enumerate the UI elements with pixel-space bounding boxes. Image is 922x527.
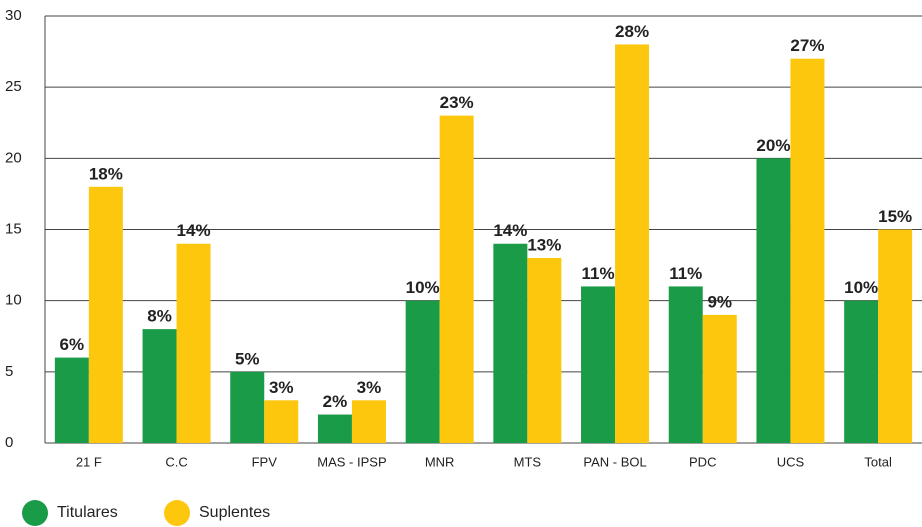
value-label: 5% (235, 349, 260, 368)
value-label: 18% (89, 164, 123, 183)
bar (230, 371, 265, 443)
value-label: 2% (323, 392, 348, 411)
value-label: 28% (615, 22, 649, 41)
value-label: 20% (756, 136, 790, 155)
bar (54, 357, 89, 443)
bar (264, 400, 299, 443)
bar (405, 300, 440, 443)
x-tick-label: FPV (252, 454, 278, 469)
value-label: 3% (269, 378, 294, 397)
bar (878, 229, 913, 443)
bar (615, 44, 650, 443)
bar (668, 286, 703, 443)
y-tick-label: 30 (5, 7, 22, 24)
bar (493, 243, 528, 443)
y-tick-label: 10 (5, 292, 22, 309)
legend-swatch (164, 500, 190, 526)
value-label: 14% (177, 221, 211, 240)
legend-swatch (22, 500, 48, 526)
bar (790, 58, 825, 443)
x-tick-label: Total (864, 454, 892, 469)
value-label: 15% (878, 207, 912, 226)
bar (351, 400, 386, 443)
y-tick-label: 15 (5, 220, 22, 237)
value-label: 23% (440, 93, 474, 112)
bar (581, 286, 616, 443)
value-label: 3% (357, 378, 382, 397)
x-tick-label: 21 F (76, 454, 102, 469)
value-label: 11% (669, 264, 702, 283)
value-label: 13% (527, 235, 561, 254)
value-label: 14% (493, 221, 527, 240)
y-tick-label: 20 (5, 149, 22, 166)
value-label: 6% (60, 335, 85, 354)
value-label: 10% (406, 278, 440, 297)
y-tick-label: 0 (5, 434, 13, 451)
y-tick-label: 5 (5, 363, 13, 380)
x-tick-label: C.C (165, 454, 187, 469)
x-tick-label: MAS - IPSP (317, 454, 386, 469)
x-tick-label: UCS (777, 454, 805, 469)
x-tick-label: MTS (514, 454, 542, 469)
x-tick-label: PAN - BOL (583, 454, 646, 469)
bar (702, 314, 737, 443)
bar (756, 158, 791, 444)
bar (176, 243, 211, 443)
value-label: 9% (707, 292, 732, 311)
y-tick-label: 25 (5, 78, 22, 95)
bar (317, 414, 352, 443)
value-label: 27% (790, 36, 824, 55)
legend-label: Titulares (57, 504, 118, 521)
bar (527, 257, 562, 443)
x-tick-label: PDC (689, 454, 716, 469)
value-label: 10% (844, 278, 878, 297)
value-label: 11% (582, 264, 615, 283)
x-tick-label: MNR (425, 454, 455, 469)
bar (439, 115, 474, 443)
bar (88, 186, 123, 444)
bar (844, 300, 879, 443)
legend-label: Suplentes (199, 504, 270, 521)
value-label: 8% (147, 307, 172, 326)
bar (142, 329, 177, 443)
